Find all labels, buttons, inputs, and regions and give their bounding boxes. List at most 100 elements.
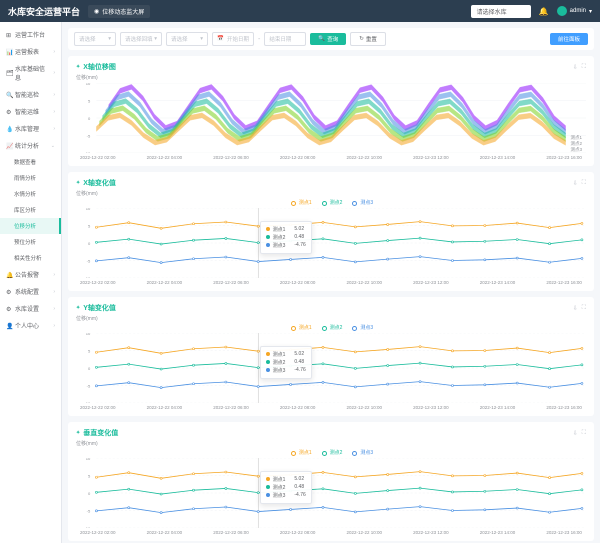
download-icon[interactable]: ⇩ <box>573 180 578 187</box>
x-tick: 2022-12-22 10:00 <box>347 155 383 160</box>
sidebar-item[interactable]: 相关性分析 <box>0 250 61 266</box>
menu-label: 水库设置 <box>15 304 39 313</box>
x-axis: 2022-12-22 02:002022-12-22 04:002022-12-… <box>76 405 586 410</box>
y-axis-label: 位移(mm) <box>76 190 586 197</box>
chart-tooltip: 测点15.02测点20.48测点3-4.76 <box>260 346 312 379</box>
sidebar-item[interactable]: 库区分析 <box>0 202 61 218</box>
filter-bar: 请选择▾ 请选择回填▾ 请选择▾ 📅开始日期 - 结束日期 🔍查询 ↻重置 前往… <box>68 28 594 50</box>
menu-label: 智能运维 <box>15 107 39 116</box>
menu-label: 统计分析 <box>15 141 39 150</box>
menu-icon: 👤 <box>6 323 12 329</box>
menu-icon: 📊 <box>6 49 12 55</box>
chart-title: 垂直变化值 <box>76 428 118 438</box>
chart-card-surface: X轴位移图 ⇩ ⛶ 位移(mm) 1050-5-10 测点1 测点2 测点3 2… <box>68 56 594 166</box>
chart-title: X轴位移图 <box>76 62 116 72</box>
notification-icon[interactable]: 🔔 <box>539 7 549 16</box>
goto-panel-button[interactable]: 前往面板 <box>550 33 588 45</box>
sidebar-item[interactable]: ⚙水库设置› <box>0 300 61 317</box>
sidebar-item[interactable]: ⊞运营工作台 <box>0 26 61 43</box>
sidebar-item[interactable]: 数据查看 <box>0 154 61 170</box>
x-tick: 2022-12-22 02:00 <box>80 155 116 160</box>
x-tick: 2022-12-22 06:00 <box>213 155 249 160</box>
svg-text:-10: -10 <box>84 151 91 153</box>
menu-label: 水库基础信息 <box>15 64 50 82</box>
svg-text:0: 0 <box>88 241 91 246</box>
download-icon[interactable]: ⇩ <box>573 430 578 437</box>
menu-icon: ⚙ <box>6 109 12 115</box>
sidebar-item[interactable]: 🔔公告报警 › <box>0 266 61 283</box>
menu-label: 预位分析 <box>14 238 36 246</box>
sidebar-item[interactable]: 📈统计分析⌄ <box>0 137 61 154</box>
x-tick: 2022-12-22 06:00 <box>213 530 249 535</box>
sidebar-nav: ⊞运营工作台📊运营报表›🗂水库基础信息›🔍智能巡检›⚙智能运维›💧水库管理›📈统… <box>0 22 62 543</box>
download-icon[interactable]: ⇩ <box>573 305 578 312</box>
menu-label: 系统配置 <box>15 287 39 296</box>
menu-label: 水情分析 <box>14 190 36 198</box>
sidebar-item[interactable]: 预位分析 <box>0 234 61 250</box>
chart-title: X轴变化值 <box>76 178 116 188</box>
chevron-down-icon: ▾ <box>108 36 111 42</box>
sidebar-item[interactable]: 💧水库管理› <box>0 120 61 137</box>
x-tick: 2022-12-23 14:00 <box>480 280 516 285</box>
svg-text:0: 0 <box>88 366 91 371</box>
x-tick: 2022-12-23 14:00 <box>480 530 516 535</box>
filter-select-1[interactable]: 请选择▾ <box>74 32 116 46</box>
menu-icon: 🔔 <box>6 272 12 278</box>
date-start[interactable]: 📅开始日期 <box>212 32 254 46</box>
x-tick: 2022-12-22 02:00 <box>80 280 116 285</box>
query-button[interactable]: 🔍查询 <box>310 33 346 45</box>
menu-label: 数据查看 <box>14 158 36 166</box>
sidebar-item[interactable]: 位移分析 <box>0 218 61 234</box>
menu-icon: 🔍 <box>6 92 12 98</box>
breadcrumb[interactable]: ◉ 位移动态监大屏 <box>88 5 150 18</box>
x-tick: 2022-12-23 12:00 <box>413 530 449 535</box>
expand-icon[interactable]: ⛶ <box>582 305 586 312</box>
expand-icon[interactable]: ⛶ <box>582 64 586 71</box>
chart-card-c1: X轴变化值⇩⛶位移(mm)测点1测点2测点31050-5-10测点15.02测点… <box>68 172 594 291</box>
x-tick: 2022-12-22 02:00 <box>80 530 116 535</box>
reset-button[interactable]: ↻重置 <box>350 32 386 46</box>
sidebar-item[interactable]: 👤个人中心› <box>0 317 61 334</box>
line-chart: 1050-5-10测点15.02测点20.48测点3-4.76 <box>76 208 586 278</box>
sidebar-item[interactable]: 🗂水库基础信息› <box>0 60 61 86</box>
x-tick: 2022-12-22 08:00 <box>280 405 316 410</box>
sidebar-item[interactable]: ⚙智能运维› <box>0 103 61 120</box>
sidebar-item[interactable]: 雨情分析 <box>0 170 61 186</box>
filter-select-3[interactable]: 请选择▾ <box>166 32 208 46</box>
svg-text:10: 10 <box>86 333 91 336</box>
chevron-icon: ⌄ <box>51 143 55 149</box>
chevron-icon: › <box>53 289 55 295</box>
sidebar-item[interactable]: 🔍智能巡检› <box>0 86 61 103</box>
chevron-icon: › <box>53 49 55 55</box>
svg-text:10: 10 <box>86 83 91 86</box>
chart-title: Y轴变化值 <box>76 303 116 313</box>
menu-label: 智能巡检 <box>15 90 39 99</box>
eye-icon: ◉ <box>94 8 99 15</box>
svg-text:5: 5 <box>88 99 91 104</box>
chevron-icon: › <box>53 323 55 329</box>
x-tick: 2022-12-23 12:00 <box>413 155 449 160</box>
date-end[interactable]: 结束日期 <box>264 32 306 46</box>
x-axis: 2022-12-22 02:002022-12-22 04:002022-12-… <box>76 530 586 535</box>
chart-card-c2: Y轴变化值⇩⛶位移(mm)测点1测点2测点31050-5-10测点15.02测点… <box>68 297 594 416</box>
chevron-icon: › <box>53 70 55 76</box>
sidebar-item[interactable]: 水情分析 <box>0 186 61 202</box>
svg-text:-10: -10 <box>84 401 91 403</box>
user-menu[interactable]: admin ▾ <box>557 6 592 16</box>
download-icon[interactable]: ⇩ <box>573 64 578 71</box>
sidebar-item[interactable]: ⚙系统配置› <box>0 283 61 300</box>
chevron-icon: › <box>53 272 55 278</box>
legend-label: 测点3 <box>360 199 373 206</box>
expand-icon[interactable]: ⛶ <box>582 180 586 187</box>
line-chart: 1050-5-10测点15.02测点20.48测点3-4.76 <box>76 458 586 528</box>
menu-label: 运营工作台 <box>15 30 45 39</box>
filter-select-2[interactable]: 请选择回填▾ <box>120 32 162 46</box>
x-tick: 2022-12-23 16:00 <box>546 280 582 285</box>
menu-label: 公告报警 <box>15 270 39 279</box>
sidebar-item[interactable]: 📊运营报表› <box>0 43 61 60</box>
x-axis: 2022-12-22 02:002022-12-22 04:002022-12-… <box>76 155 586 160</box>
legend-label: 测点1 <box>299 324 312 331</box>
reservoir-select[interactable]: 请选择水库 <box>471 5 531 18</box>
x-tick: 2022-12-22 04:00 <box>147 405 183 410</box>
expand-icon[interactable]: ⛶ <box>582 430 586 437</box>
